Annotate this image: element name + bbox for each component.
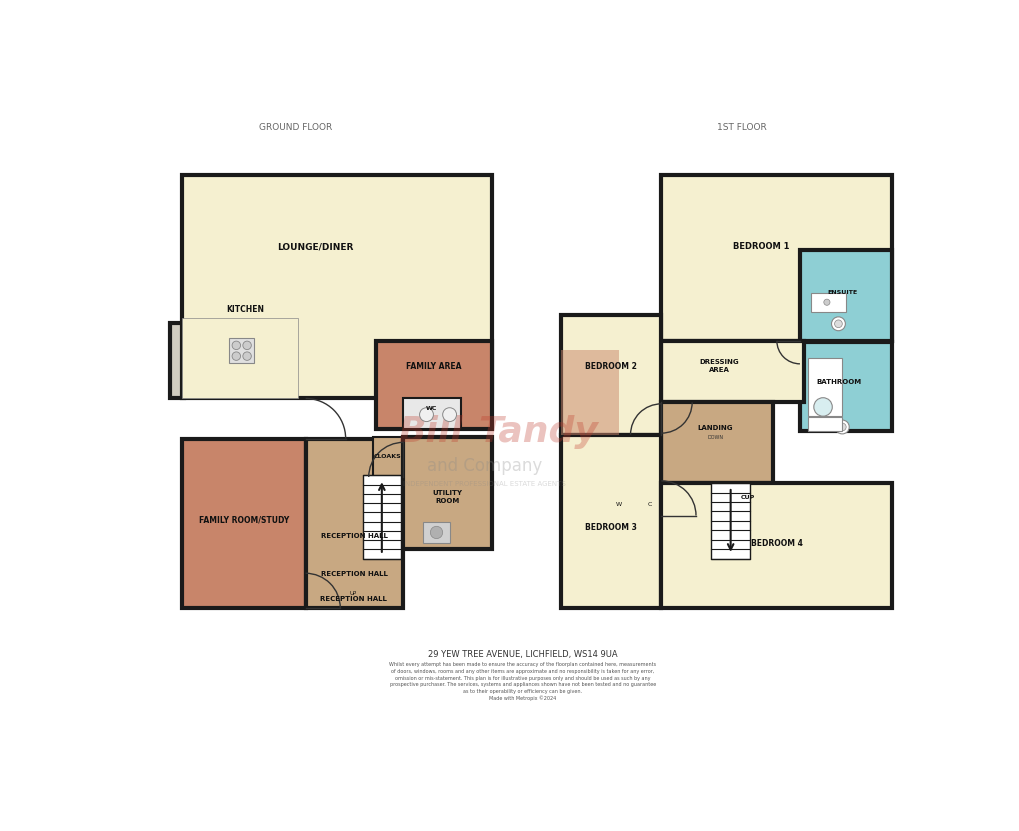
Bar [799, 342, 892, 430]
Bar [660, 483, 892, 608]
Circle shape [834, 320, 842, 327]
Bar [182, 175, 491, 399]
Bar [638, 449, 660, 483]
Text: CLOAKS: CLOAKS [374, 454, 401, 459]
Bar [560, 350, 619, 435]
Text: and Company: and Company [426, 457, 541, 475]
Bar [170, 323, 183, 399]
Bar [722, 483, 772, 515]
Text: Tandy: Tandy [478, 415, 597, 449]
Bar [599, 449, 638, 483]
Circle shape [419, 408, 433, 421]
Bar [422, 522, 449, 543]
Bar [560, 435, 660, 608]
Text: DRESSING
AREA: DRESSING AREA [699, 359, 738, 373]
Bar [807, 417, 842, 430]
Bar [372, 437, 403, 477]
Circle shape [243, 341, 251, 350]
Circle shape [830, 317, 845, 331]
Bar [229, 338, 254, 363]
Circle shape [232, 352, 240, 361]
Circle shape [243, 352, 251, 361]
Text: 29 YEW TREE AVENUE, LICHFIELD, WS14 9UA: 29 YEW TREE AVENUE, LICHFIELD, WS14 9UA [428, 651, 616, 659]
Bar [376, 341, 491, 430]
Text: LOUNGE/DINER: LOUNGE/DINER [276, 243, 353, 251]
Circle shape [430, 526, 442, 538]
Text: Whilst every attempt has been made to ensure the accuracy of the floorplan conta: Whilst every attempt has been made to en… [389, 662, 655, 701]
Text: DOWN: DOWN [706, 435, 722, 440]
Bar [660, 341, 803, 402]
Circle shape [442, 408, 457, 421]
Text: RECEPTION HALL: RECEPTION HALL [321, 533, 388, 538]
Text: UP: UP [350, 591, 357, 596]
Text: BEDROOM 2: BEDROOM 2 [585, 361, 637, 371]
Text: INDEPENDENT PROFESSIONAL ESTATE AGENTS: INDEPENDENT PROFESSIONAL ESTATE AGENTS [403, 481, 566, 487]
Text: UTILITY
ROOM: UTILITY ROOM [432, 490, 462, 504]
Text: CUP: CUP [740, 494, 754, 499]
Text: KITCHEN: KITCHEN [226, 306, 264, 314]
Bar [710, 483, 749, 558]
Text: 1ST FLOOR: 1ST FLOOR [716, 123, 766, 132]
Text: FAMILY ROOM/STUDY: FAMILY ROOM/STUDY [199, 516, 288, 524]
Text: W: W [615, 502, 622, 507]
Text: GROUND FLOOR: GROUND FLOOR [259, 123, 332, 132]
Text: RECEPTION HALL: RECEPTION HALL [320, 597, 386, 602]
Circle shape [835, 420, 849, 434]
Bar [807, 358, 842, 416]
Text: ENSUITE: ENSUITE [826, 291, 857, 296]
Bar [660, 402, 772, 483]
Text: BEDROOM 1: BEDROOM 1 [733, 243, 789, 251]
Text: C: C [647, 502, 651, 507]
Circle shape [813, 398, 832, 416]
Bar [182, 439, 306, 608]
Bar [660, 175, 892, 341]
Text: WC: WC [426, 406, 437, 411]
Bar [560, 315, 660, 435]
Bar [403, 399, 461, 430]
Bar [811, 293, 846, 312]
Text: Bill: Bill [397, 415, 463, 449]
Text: BATHROOM: BATHROOM [815, 379, 860, 385]
Text: BEDROOM 3: BEDROOM 3 [585, 524, 637, 533]
Text: BEDROOM 4: BEDROOM 4 [750, 538, 802, 548]
Bar [799, 250, 892, 341]
Bar [403, 437, 491, 548]
Circle shape [232, 341, 240, 350]
Text: LANDING: LANDING [697, 425, 733, 430]
Bar [182, 317, 298, 399]
Bar [362, 475, 400, 558]
Text: FAMILY AREA: FAMILY AREA [406, 361, 462, 371]
Bar [306, 439, 403, 608]
Text: RECEPTION HALL: RECEPTION HALL [321, 571, 388, 577]
Circle shape [838, 423, 846, 430]
Circle shape [823, 299, 829, 305]
